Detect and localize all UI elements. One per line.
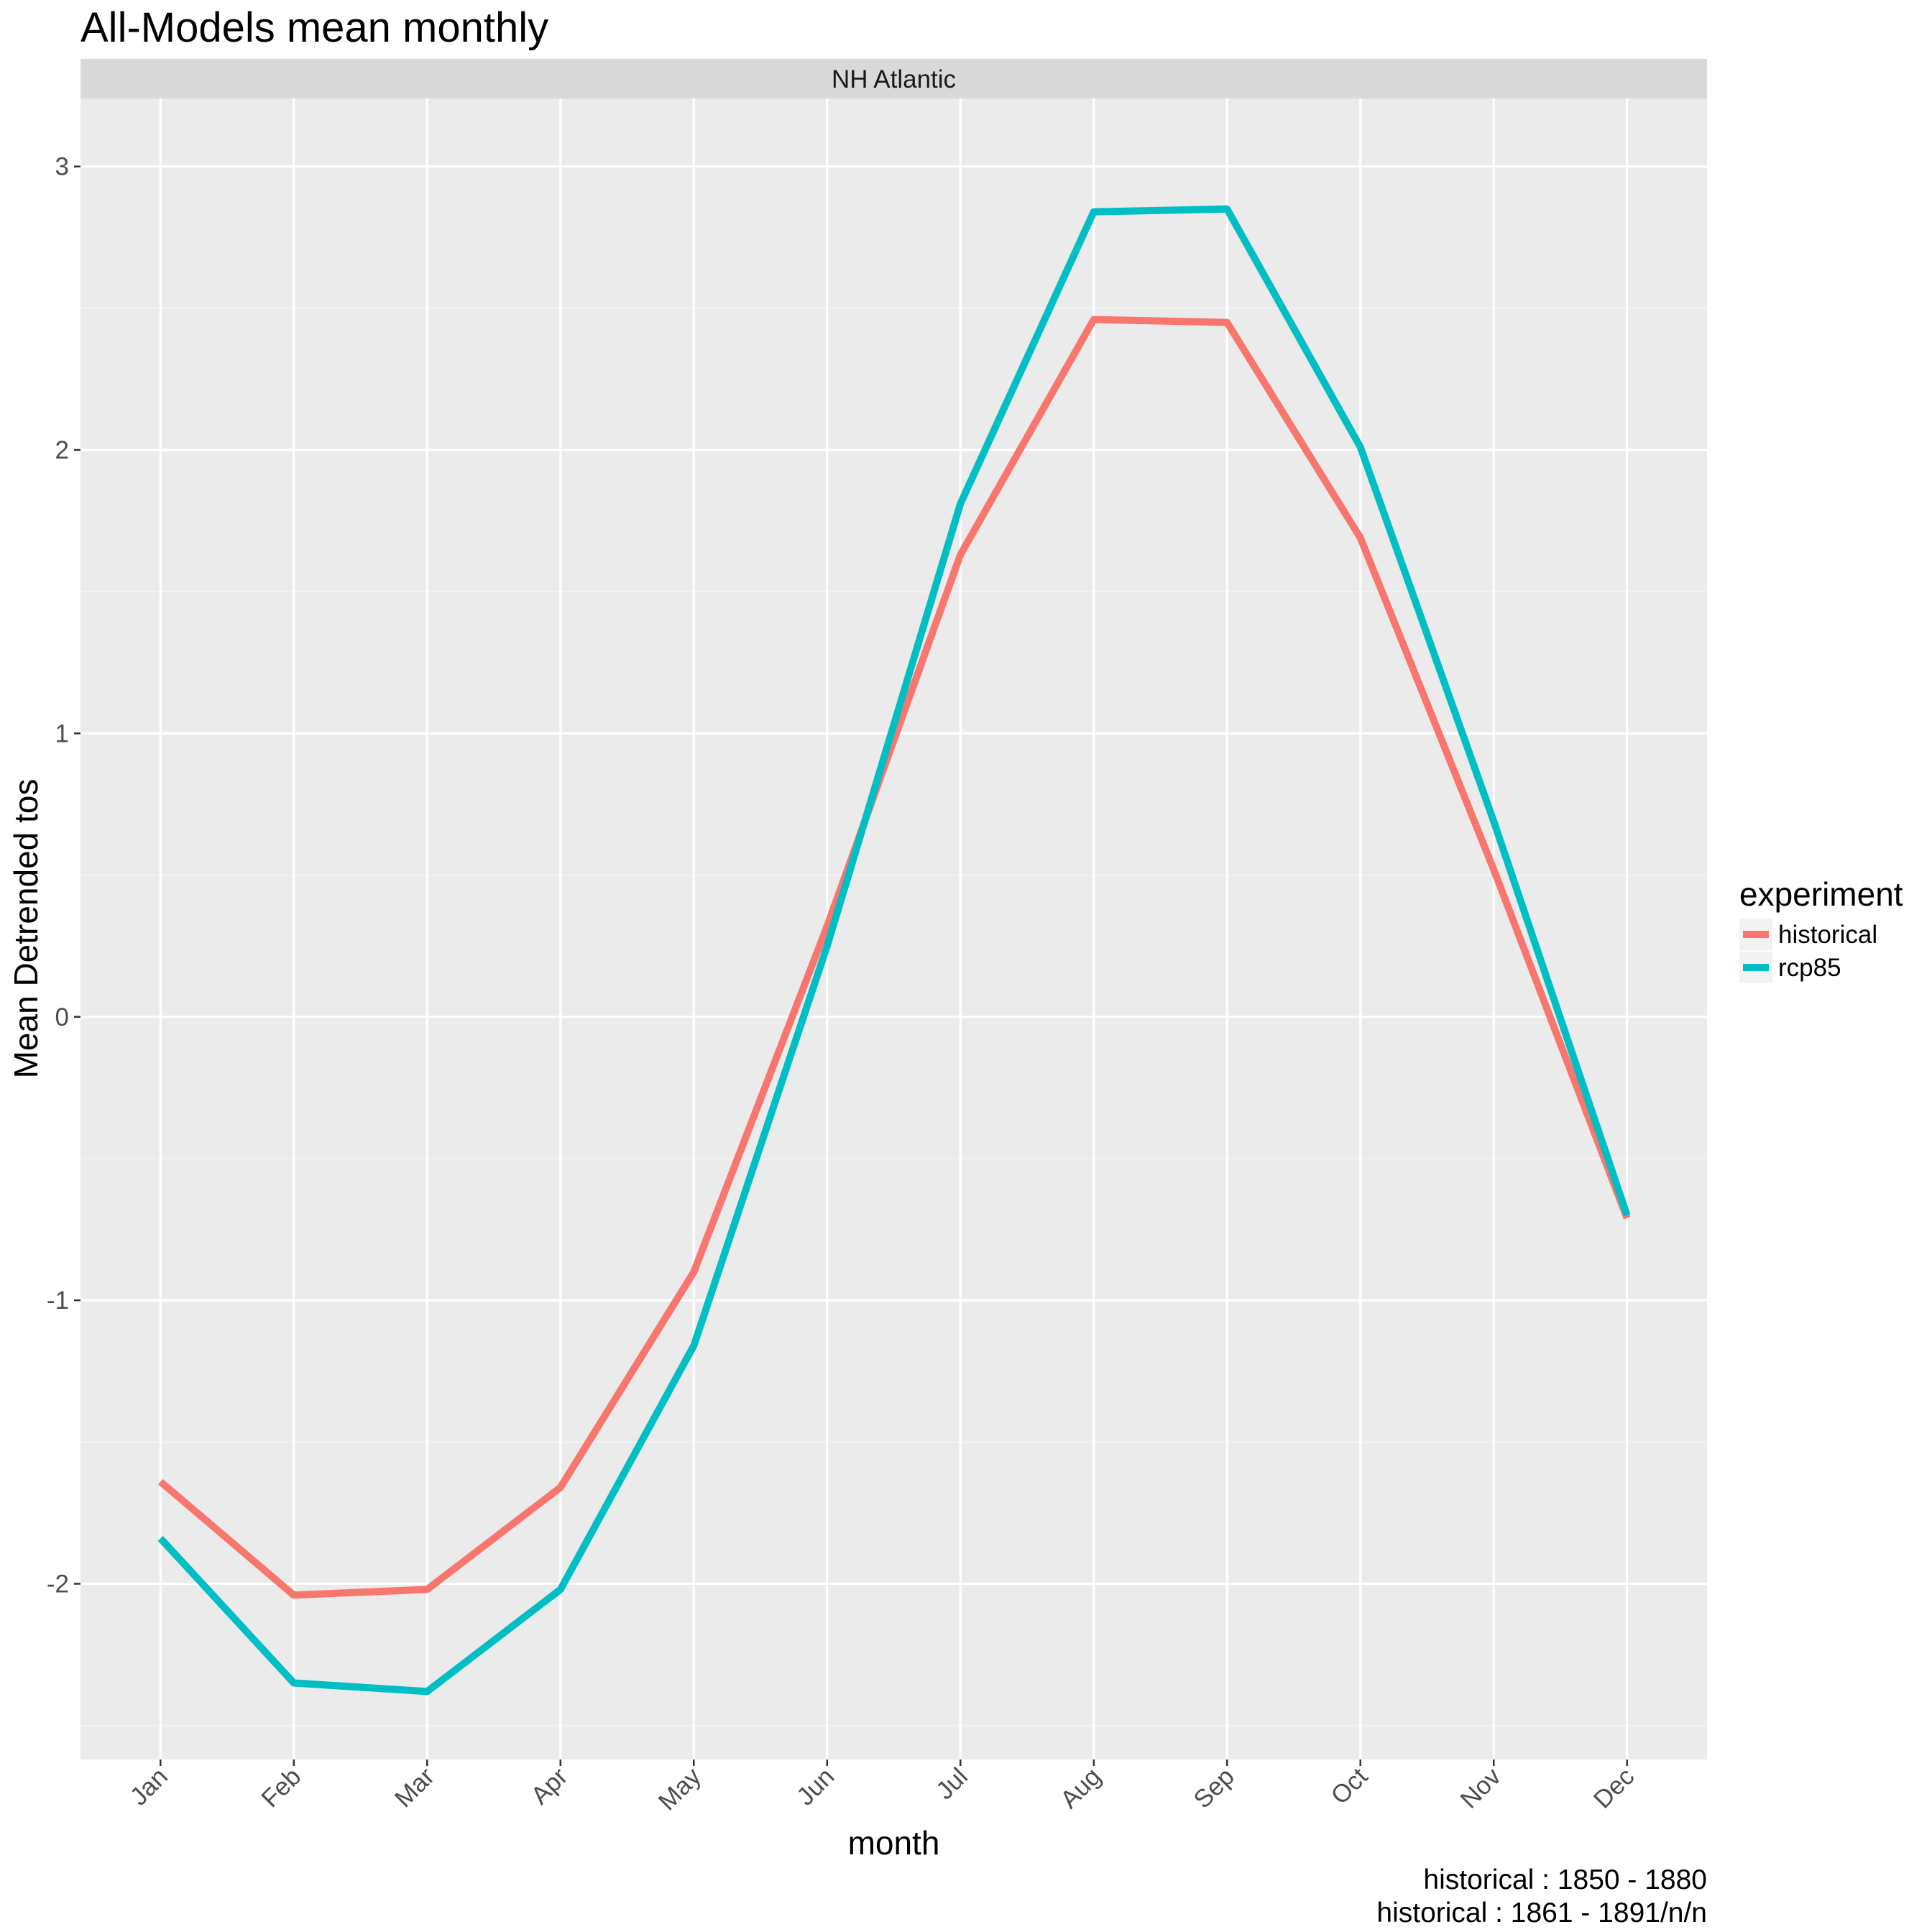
legend: experiment historical rcp85: [1739, 875, 1903, 983]
x-tick-label: Jan: [124, 1762, 172, 1811]
y-tick-label: 0: [55, 1003, 69, 1031]
series-line-historical: [158, 316, 1631, 1599]
x-tick-label: Oct: [1325, 1762, 1373, 1810]
facet-strip-label: NH Atlantic: [832, 65, 956, 93]
x-tick-label: Aug: [1055, 1762, 1107, 1814]
y-axis-title: Mean Detrended tos: [7, 779, 45, 1079]
y-tick-label: -2: [47, 1570, 69, 1598]
x-tick-label: Jun: [791, 1762, 840, 1811]
series-lines: [157, 205, 1631, 1696]
x-tick-label: May: [653, 1762, 707, 1816]
chart-title: All-Models mean monthly: [80, 4, 548, 51]
x-axis-title: month: [848, 1824, 940, 1862]
x-tick-label: Nov: [1455, 1762, 1506, 1814]
x-axis: Jan Feb Mar Apr May Jun Jul Aug Sep Oct Nov Dec: [124, 1760, 1639, 1816]
x-tick-label: Sep: [1188, 1762, 1240, 1814]
y-tick-label: -1: [47, 1287, 69, 1315]
x-tick-label: Dec: [1588, 1762, 1640, 1814]
facet-strip: [80, 59, 1707, 98]
caption-line-1: historical : 1850 - 1880: [1423, 1864, 1707, 1895]
legend-title: experiment: [1739, 875, 1903, 913]
legend-label-rcp85: rcp85: [1778, 954, 1841, 982]
x-tick-label: Feb: [256, 1762, 306, 1813]
y-axis: -2 -1 0 1 2 3: [47, 153, 80, 1598]
caption-line-2: historical : 1861 - 1891/n/n: [1376, 1898, 1707, 1928]
y-tick-label: 1: [55, 719, 69, 748]
x-tick-label: Mar: [390, 1762, 440, 1813]
minor-gridlines: [80, 308, 1707, 1726]
y-tick-label: 3: [55, 153, 69, 181]
legend-label-historical: historical: [1778, 921, 1877, 949]
x-tick-label: Apr: [525, 1762, 573, 1810]
series-line-rcp85: [157, 205, 1631, 1696]
y-tick-label: 2: [55, 436, 69, 464]
plot-panel: [80, 98, 1707, 1760]
x-tick-label: Jul: [931, 1762, 973, 1805]
